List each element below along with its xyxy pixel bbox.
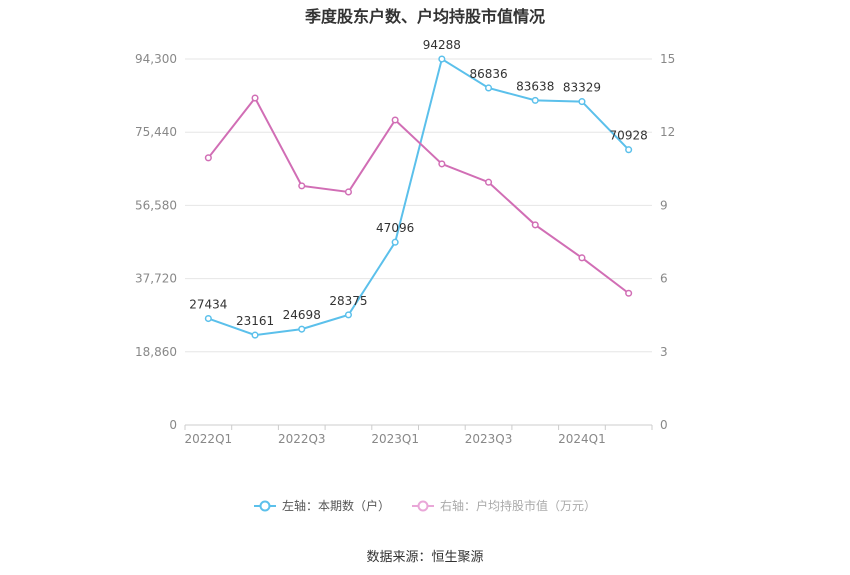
households-data-label: 83329 [563,81,601,95]
households-point [531,96,539,104]
left-axis-tick-label: 75,440 [135,125,177,139]
households-point [204,314,212,323]
legend-label-households: 左轴：本期数（户） [281,499,390,513]
market-value-point [485,178,493,186]
households-data-label: 94288 [423,38,461,52]
x-axis-tick-label: 2024Q1 [558,432,606,446]
market-value-point [625,289,633,297]
legend-label-market-value: 右轴：户均持股市值（万元） [440,499,597,513]
chart-legend: 左轴：本期数（户） 右轴：户均持股市值（万元） [0,497,850,514]
households-data-label: 83638 [516,79,554,93]
households-point [625,146,633,154]
left-axis-tick-label: 94,300 [135,52,177,66]
households-data-label: 27434 [189,298,227,312]
households-data-label: 28375 [329,294,367,308]
left-axis-tick-label: 37,720 [135,272,177,286]
right-axis-tick-label: 12 [660,125,675,139]
market-value-point [344,188,353,196]
households-data-label: 47096 [376,221,414,235]
market-value-point [391,116,399,124]
x-axis-tick-label: 2022Q1 [185,432,233,446]
households-point [485,84,493,92]
right-axis-tick-label: 9 [660,198,668,212]
households-point [344,311,353,319]
x-axis-tick-label: 2023Q3 [465,432,513,446]
households-data-label: 70928 [610,129,648,143]
market-value-point [578,254,586,262]
market-value-point [438,160,446,168]
chart-title: 季度股东户数、户均持股市值情况 [304,7,545,26]
right-axis-tick-label: 6 [660,272,668,286]
x-axis-tick-label: 2022Q3 [278,432,326,446]
legend-swatch-households-icon [253,500,276,511]
right-axis-tick-label: 3 [660,345,668,359]
data-source-note: 数据来源：恒生聚源 [366,550,484,565]
market-value-point [298,182,306,190]
right-axis-tick-label: 0 [660,418,668,432]
households-data-label: 86836 [469,67,507,81]
x-axis-tick-label: 2023Q1 [371,432,419,446]
market-value-line [207,96,630,295]
households-point [578,98,586,106]
legend-item-households[interactable]: 左轴：本期数（户） [253,497,390,514]
left-axis-tick-label: 18,860 [135,345,177,359]
market-value-point [251,94,259,102]
households-point [298,325,306,333]
market-value-point [204,154,212,162]
households-point [391,238,399,246]
right-axis-tick-label: 15 [660,52,675,66]
left-axis-tick-label: 56,580 [135,198,177,212]
households-line [208,57,630,337]
left-axis-tick-label: 0 [169,418,177,432]
legend-item-market-value[interactable]: 右轴：户均持股市值（万元） [412,497,596,514]
households-point [438,55,446,63]
households-data-label: 24698 [283,308,321,322]
legend-swatch-market-value-icon [412,500,434,511]
households-point [251,331,259,339]
households-data-label: 23161 [236,314,274,328]
market-value-point [531,221,539,229]
